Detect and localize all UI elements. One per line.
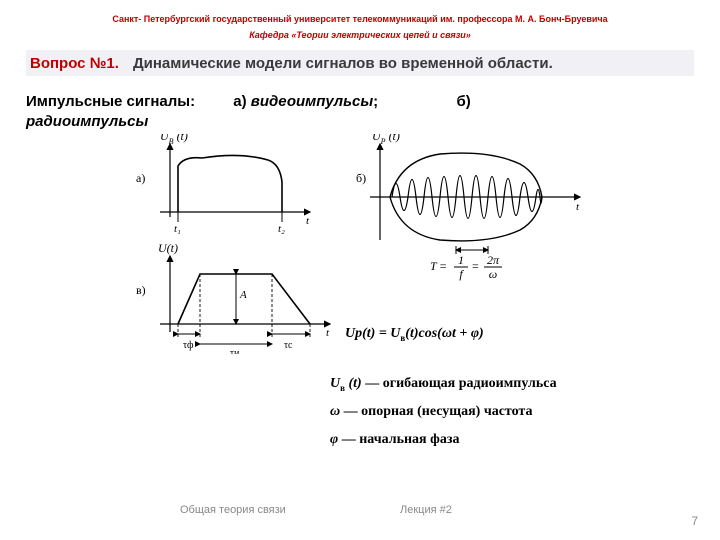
impulse-lead: Импульсные сигналы: <box>26 93 195 110</box>
def-omega: ω — опорная (несущая) частота <box>330 398 557 426</box>
formula-lhs: Up(t) = U <box>345 326 400 341</box>
question-bar: Вопрос №1. Динамические модели сигналов … <box>26 50 694 76</box>
university-line: Санкт- Петербургский государственный уни… <box>0 14 720 24</box>
b-letter: б) <box>356 171 366 185</box>
v-letter: в) <box>136 283 146 297</box>
tau-f: τф <box>183 340 194 351</box>
figures: а) t₁ t₂ t UВ (t) б) <box>130 134 600 354</box>
panel-v: в) A <box>136 241 330 354</box>
t-axis-v: t <box>326 327 330 339</box>
tau-c: τс <box>284 340 293 351</box>
def-envelope: Uв (t) — огибающая радиоимпульса <box>330 370 557 398</box>
a-letter: а) <box>136 171 145 185</box>
radio-impulses: радиоимпульсы <box>26 113 148 130</box>
def3-sym: φ <box>330 432 338 447</box>
T-1: 1 <box>458 253 464 267</box>
def2-sym: ω <box>330 404 340 419</box>
T-eq1: = <box>437 259 447 273</box>
T-f: f <box>459 267 464 281</box>
radio-pulse-formula: Up(t) = Uв(t)cos(ωt + φ) <box>345 326 484 343</box>
question-number: Вопрос №1. <box>30 55 119 72</box>
svg-text:UВ (t): UВ (t) <box>160 134 188 146</box>
T-2pi: 2π <box>487 253 500 267</box>
footer-lecture: Лекция #2 <box>400 504 452 516</box>
footer-course: Общая теория связи <box>180 504 286 516</box>
A-label: A <box>239 289 247 301</box>
t1-label: t₁ <box>174 223 181 235</box>
def-phi: φ — начальная фаза <box>330 426 557 454</box>
svg-text:UР (t): UР (t) <box>372 134 400 146</box>
def2-text: — опорная (несущая) частота <box>340 404 532 419</box>
svg-text:T =: T = <box>430 259 447 273</box>
def3-text: — начальная фаза <box>338 432 459 447</box>
definitions: Uв (t) — огибающая радиоимпульса ω — опо… <box>330 370 557 454</box>
page-number: 7 <box>691 514 698 528</box>
formula-rhs: (t)cos(ωt + φ) <box>405 326 483 341</box>
department-line: Кафедра «Теории электрических цепей и св… <box>0 30 720 40</box>
b-label: б) <box>456 93 470 110</box>
a-label: а) <box>233 93 246 110</box>
u-label: U(t) <box>158 241 178 255</box>
def1-sub: в <box>340 383 345 393</box>
T-eq2: = <box>472 259 479 273</box>
tau-i: τи <box>230 348 240 354</box>
impulse-heading: Импульсные сигналы: а) видеоимпульсы; б)… <box>26 92 694 133</box>
ub-arg: (t) <box>174 134 188 143</box>
panel-a: а) t₁ t₂ t UВ (t) <box>136 134 310 235</box>
video-impulses: видеоимпульсы <box>251 93 373 110</box>
question-title: Динамические модели сигналов во временно… <box>133 55 553 72</box>
T-w: ω <box>489 267 497 281</box>
t-axis-a: t <box>306 215 310 227</box>
up-arg: (t) <box>386 134 400 143</box>
t2-label: t₂ <box>278 223 285 235</box>
t-axis-b: t <box>576 201 580 213</box>
sep: ; <box>373 93 378 110</box>
def1-text: — огибающая радиоимпульса <box>362 376 557 391</box>
panel-b: б) t <box>356 134 580 281</box>
